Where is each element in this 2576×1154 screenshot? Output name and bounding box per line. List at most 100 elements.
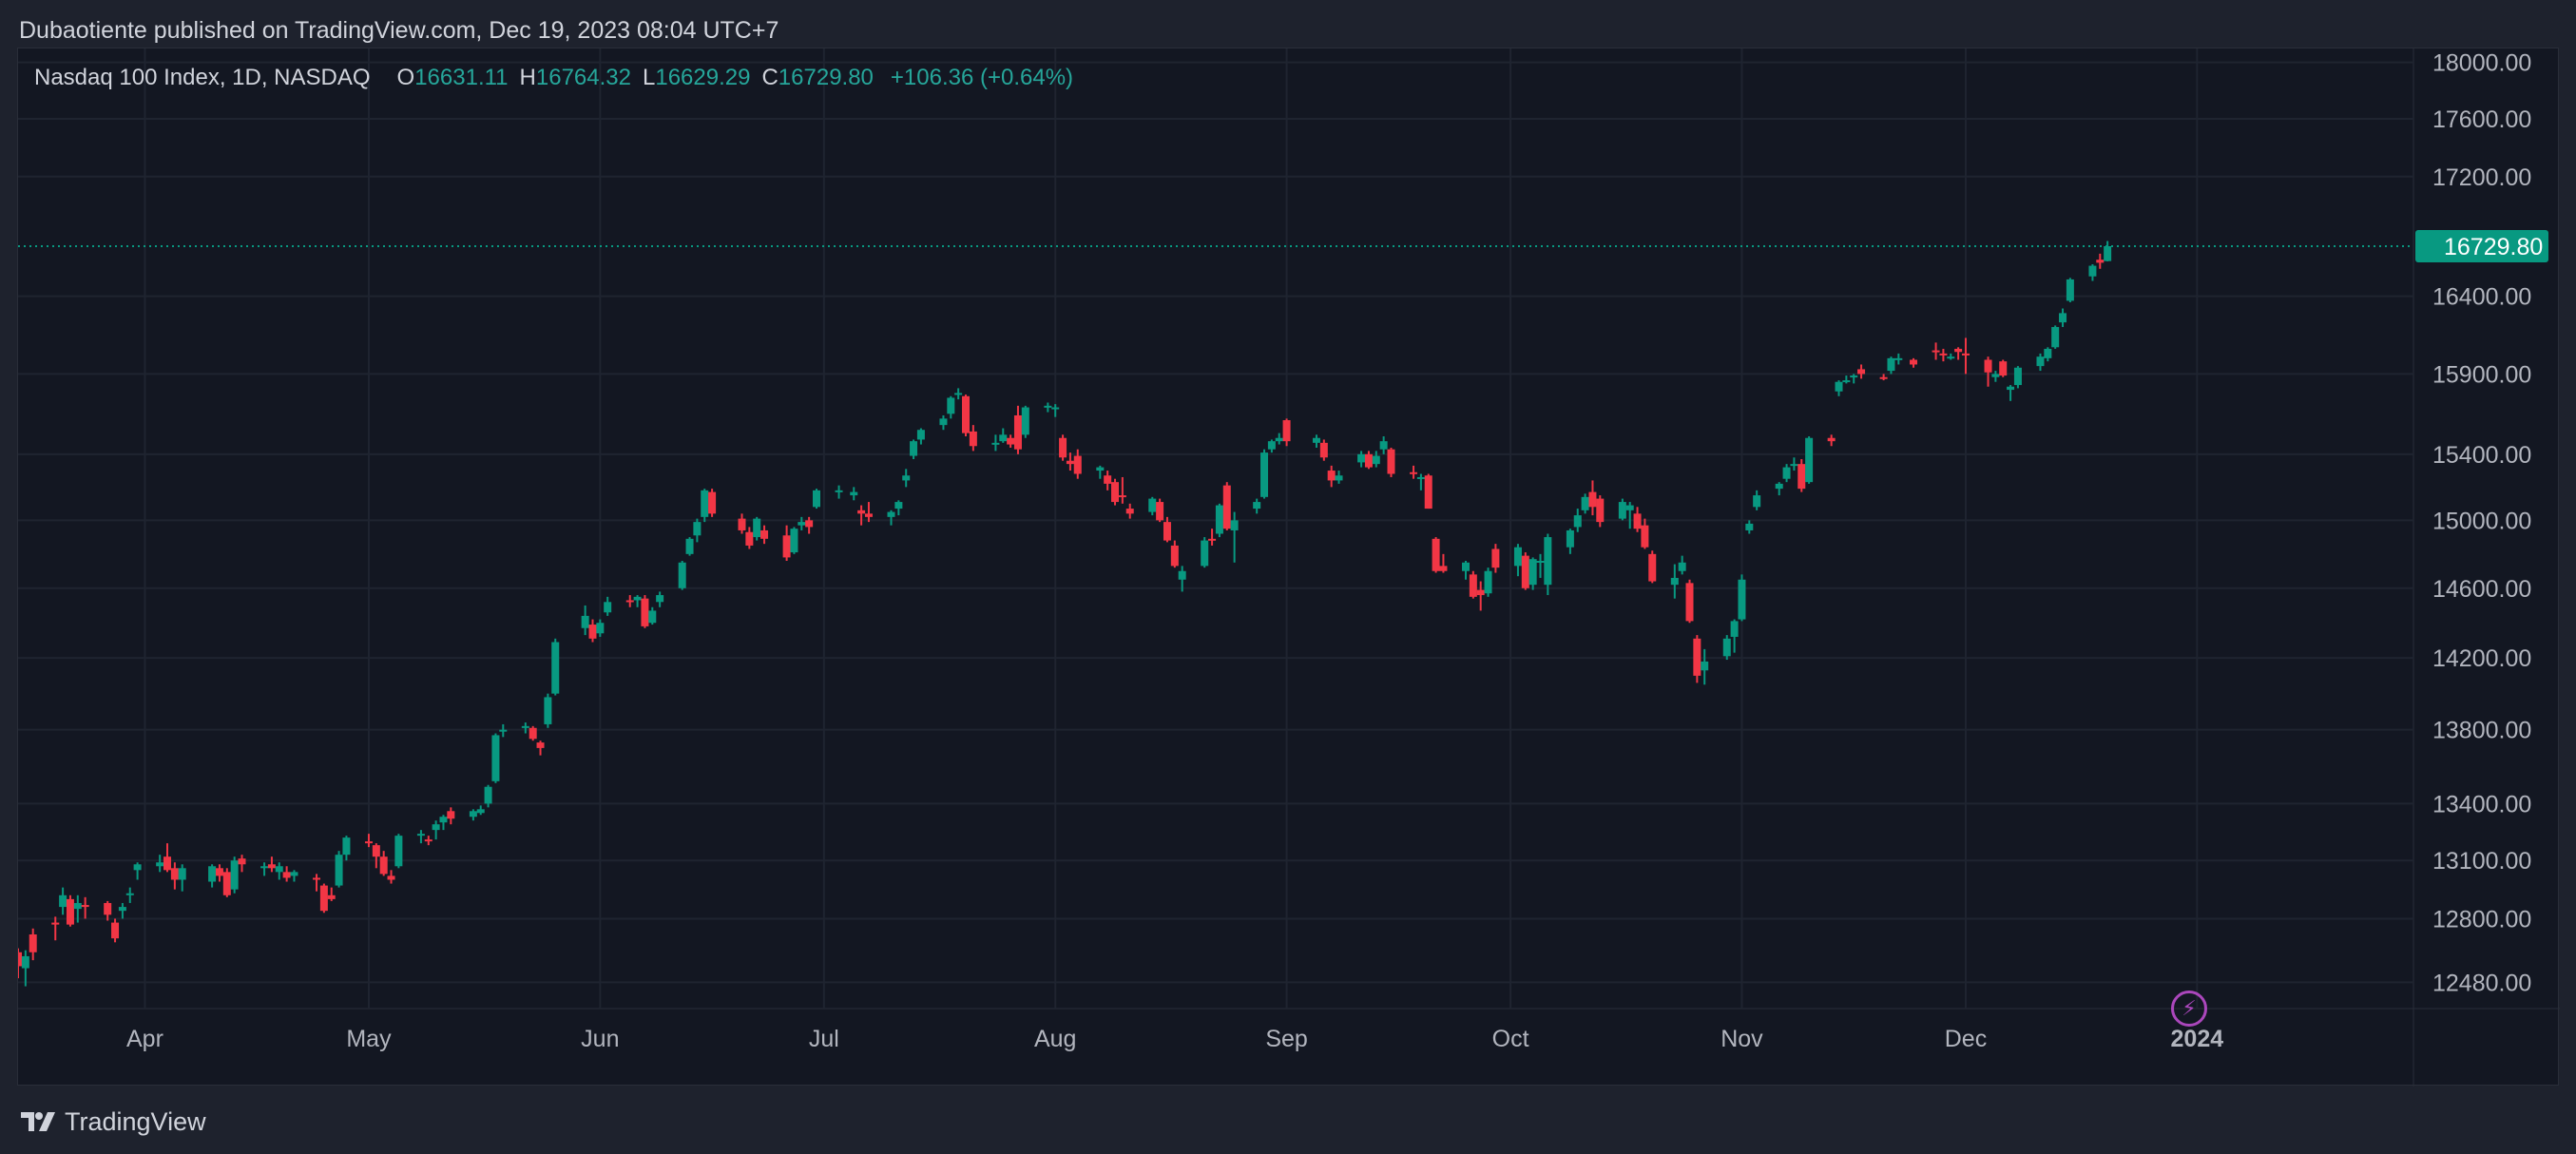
x-tick-label: Jul bbox=[809, 1026, 839, 1052]
candle-body bbox=[1051, 407, 1060, 410]
candle-body bbox=[275, 866, 283, 873]
candle-body bbox=[894, 502, 903, 510]
candle-body bbox=[394, 836, 403, 867]
candle-body bbox=[521, 725, 529, 728]
candle-body bbox=[625, 600, 634, 603]
candle-body bbox=[1588, 491, 1597, 508]
candle-body bbox=[529, 727, 537, 740]
candle-body bbox=[230, 860, 239, 890]
candle-body bbox=[342, 837, 351, 856]
candle-body bbox=[335, 855, 343, 886]
candle-body bbox=[1469, 574, 1477, 597]
y-tick-label: 13100.00 bbox=[2432, 848, 2531, 875]
candle-body bbox=[685, 538, 694, 554]
candle-body bbox=[1581, 496, 1589, 510]
candle-body bbox=[1461, 562, 1470, 571]
footer-brand[interactable]: TradingView bbox=[19, 1103, 206, 1141]
x-tick-label: Dec bbox=[1945, 1026, 1987, 1052]
candle-body bbox=[73, 902, 82, 910]
candle-body bbox=[887, 511, 895, 517]
candle-body bbox=[439, 817, 448, 823]
x-tick-label: Aug bbox=[1034, 1026, 1076, 1052]
candle-body bbox=[805, 520, 814, 528]
lightning-icon[interactable]: ⚡ bbox=[2171, 991, 2207, 1027]
x-tick-label: Apr bbox=[126, 1026, 163, 1052]
candle-body bbox=[1148, 498, 1157, 512]
candle-body bbox=[424, 839, 433, 842]
open-label: O bbox=[396, 65, 415, 90]
candle-body bbox=[633, 596, 642, 601]
candle-body bbox=[1842, 380, 1851, 383]
candle-body bbox=[1387, 449, 1395, 474]
candle-body bbox=[916, 430, 925, 440]
candle-body bbox=[387, 875, 395, 880]
candle-body bbox=[469, 811, 477, 817]
brand-label: TradingView bbox=[65, 1106, 206, 1136]
candle-body bbox=[1059, 437, 1067, 458]
symbol-label[interactable]: Nasdaq 100 Index, 1D, NASDAQ bbox=[34, 65, 371, 90]
high-label: H bbox=[519, 65, 536, 90]
candle-body bbox=[641, 598, 649, 626]
candle-body bbox=[1633, 513, 1642, 529]
candle-body bbox=[1357, 453, 1366, 463]
candle-body bbox=[864, 513, 873, 517]
candle-body bbox=[364, 841, 373, 844]
candle-body bbox=[133, 864, 142, 871]
candle-body bbox=[760, 529, 769, 539]
candle-body bbox=[372, 845, 380, 857]
candle-body bbox=[1379, 441, 1388, 450]
candle-body bbox=[1730, 621, 1739, 637]
candle-body bbox=[1678, 562, 1686, 571]
candle-body bbox=[1253, 502, 1261, 510]
candle-body bbox=[1984, 359, 1992, 373]
candle-body bbox=[850, 491, 858, 496]
candle-body bbox=[1416, 476, 1425, 479]
candle-body bbox=[2066, 279, 2074, 301]
candle-body bbox=[1201, 540, 1209, 567]
candle-body bbox=[536, 742, 545, 748]
candle-body bbox=[962, 395, 971, 433]
last-price-label: 16729.80 bbox=[2444, 234, 2543, 260]
candle-body bbox=[1641, 525, 1649, 548]
candle-body bbox=[656, 595, 664, 603]
candle-body bbox=[1319, 442, 1328, 458]
candle-body bbox=[21, 955, 29, 969]
candle-body bbox=[678, 562, 686, 588]
candle-body bbox=[1073, 455, 1082, 474]
candle-body bbox=[1894, 357, 1903, 360]
candle-body bbox=[701, 490, 709, 517]
candle-body bbox=[1961, 353, 1970, 356]
candle-body bbox=[753, 518, 761, 538]
candle-body bbox=[1528, 559, 1537, 586]
candle-body bbox=[1013, 414, 1022, 450]
candle-body bbox=[319, 885, 328, 912]
candle-body bbox=[2007, 386, 2015, 391]
candle-body bbox=[1410, 471, 1418, 474]
x-tick-label: Sep bbox=[1265, 1026, 1307, 1052]
change-value: +106.36 (+0.64%) bbox=[890, 65, 1074, 90]
candle-body bbox=[2013, 367, 2022, 386]
candle-body bbox=[1947, 356, 1955, 359]
candle-body bbox=[18, 952, 22, 967]
candle-body bbox=[1775, 483, 1783, 490]
candle-body bbox=[1260, 452, 1269, 497]
candle-body bbox=[125, 893, 134, 895]
candle-body bbox=[1805, 437, 1814, 483]
tradingview-logo-icon bbox=[21, 1112, 55, 1131]
candle-body bbox=[66, 898, 74, 925]
price-chart[interactable]: 18000.00 17600.00 17200.00 16400.00 15900.00… bbox=[18, 48, 2560, 1087]
candle-body bbox=[1625, 505, 1634, 510]
x-tick-label: Jun bbox=[581, 1026, 619, 1052]
candle-body bbox=[1745, 523, 1754, 530]
candle-body bbox=[1999, 361, 2008, 376]
chart-pane[interactable]: 18000.00 17600.00 17200.00 16400.00 15900.00… bbox=[17, 48, 2560, 1087]
candle-body bbox=[1432, 538, 1440, 571]
y-tick-label: 13400.00 bbox=[2432, 791, 2531, 817]
candle-body bbox=[1156, 502, 1164, 521]
candle-body bbox=[1491, 548, 1500, 568]
candle-body bbox=[939, 418, 948, 426]
y-tick-label: 13800.00 bbox=[2432, 718, 2531, 744]
candle-body bbox=[1513, 547, 1522, 567]
candle-body bbox=[327, 894, 336, 899]
ohlc-legend: Nasdaq 100 Index, 1D, NASDAQ O 16631.11 H… bbox=[34, 65, 1073, 91]
